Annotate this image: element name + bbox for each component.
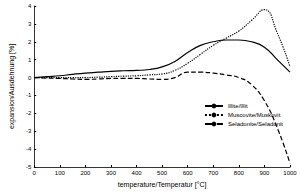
svg-text:800: 800 — [234, 170, 245, 176]
svg-text:300: 300 — [106, 170, 117, 176]
svg-text:temperature/Temperatur [°C]: temperature/Temperatur [°C] — [118, 181, 207, 189]
svg-text:1000: 1000 — [283, 170, 297, 176]
svg-text:-3: -3 — [26, 128, 32, 134]
svg-text:900: 900 — [259, 170, 270, 176]
svg-text:600: 600 — [183, 170, 194, 176]
svg-text:700: 700 — [208, 170, 219, 176]
svg-text:400: 400 — [132, 170, 143, 176]
svg-text:Seladonite/Seladonit: Seladonite/Seladonit — [228, 121, 283, 127]
svg-text:Illite/Illit: Illite/Illit — [228, 103, 248, 109]
svg-text:1: 1 — [28, 57, 32, 63]
svg-text:4: 4 — [28, 3, 32, 9]
svg-text:0: 0 — [28, 75, 32, 81]
svg-text:-2: -2 — [26, 110, 32, 116]
svg-text:expansion/Ausdehnung [%]: expansion/Ausdehnung [%] — [8, 44, 16, 129]
svg-text:500: 500 — [157, 170, 168, 176]
svg-text:0: 0 — [33, 170, 37, 176]
svg-text:-4: -4 — [26, 146, 32, 152]
svg-text:3: 3 — [28, 21, 32, 27]
svg-text:-5: -5 — [26, 164, 32, 170]
svg-text:100: 100 — [55, 170, 66, 176]
svg-text:200: 200 — [80, 170, 91, 176]
svg-text:2: 2 — [28, 39, 32, 45]
svg-text:Muscovite/Muskovit: Muscovite/Muskovit — [228, 112, 281, 118]
svg-text:-1: -1 — [26, 92, 32, 98]
